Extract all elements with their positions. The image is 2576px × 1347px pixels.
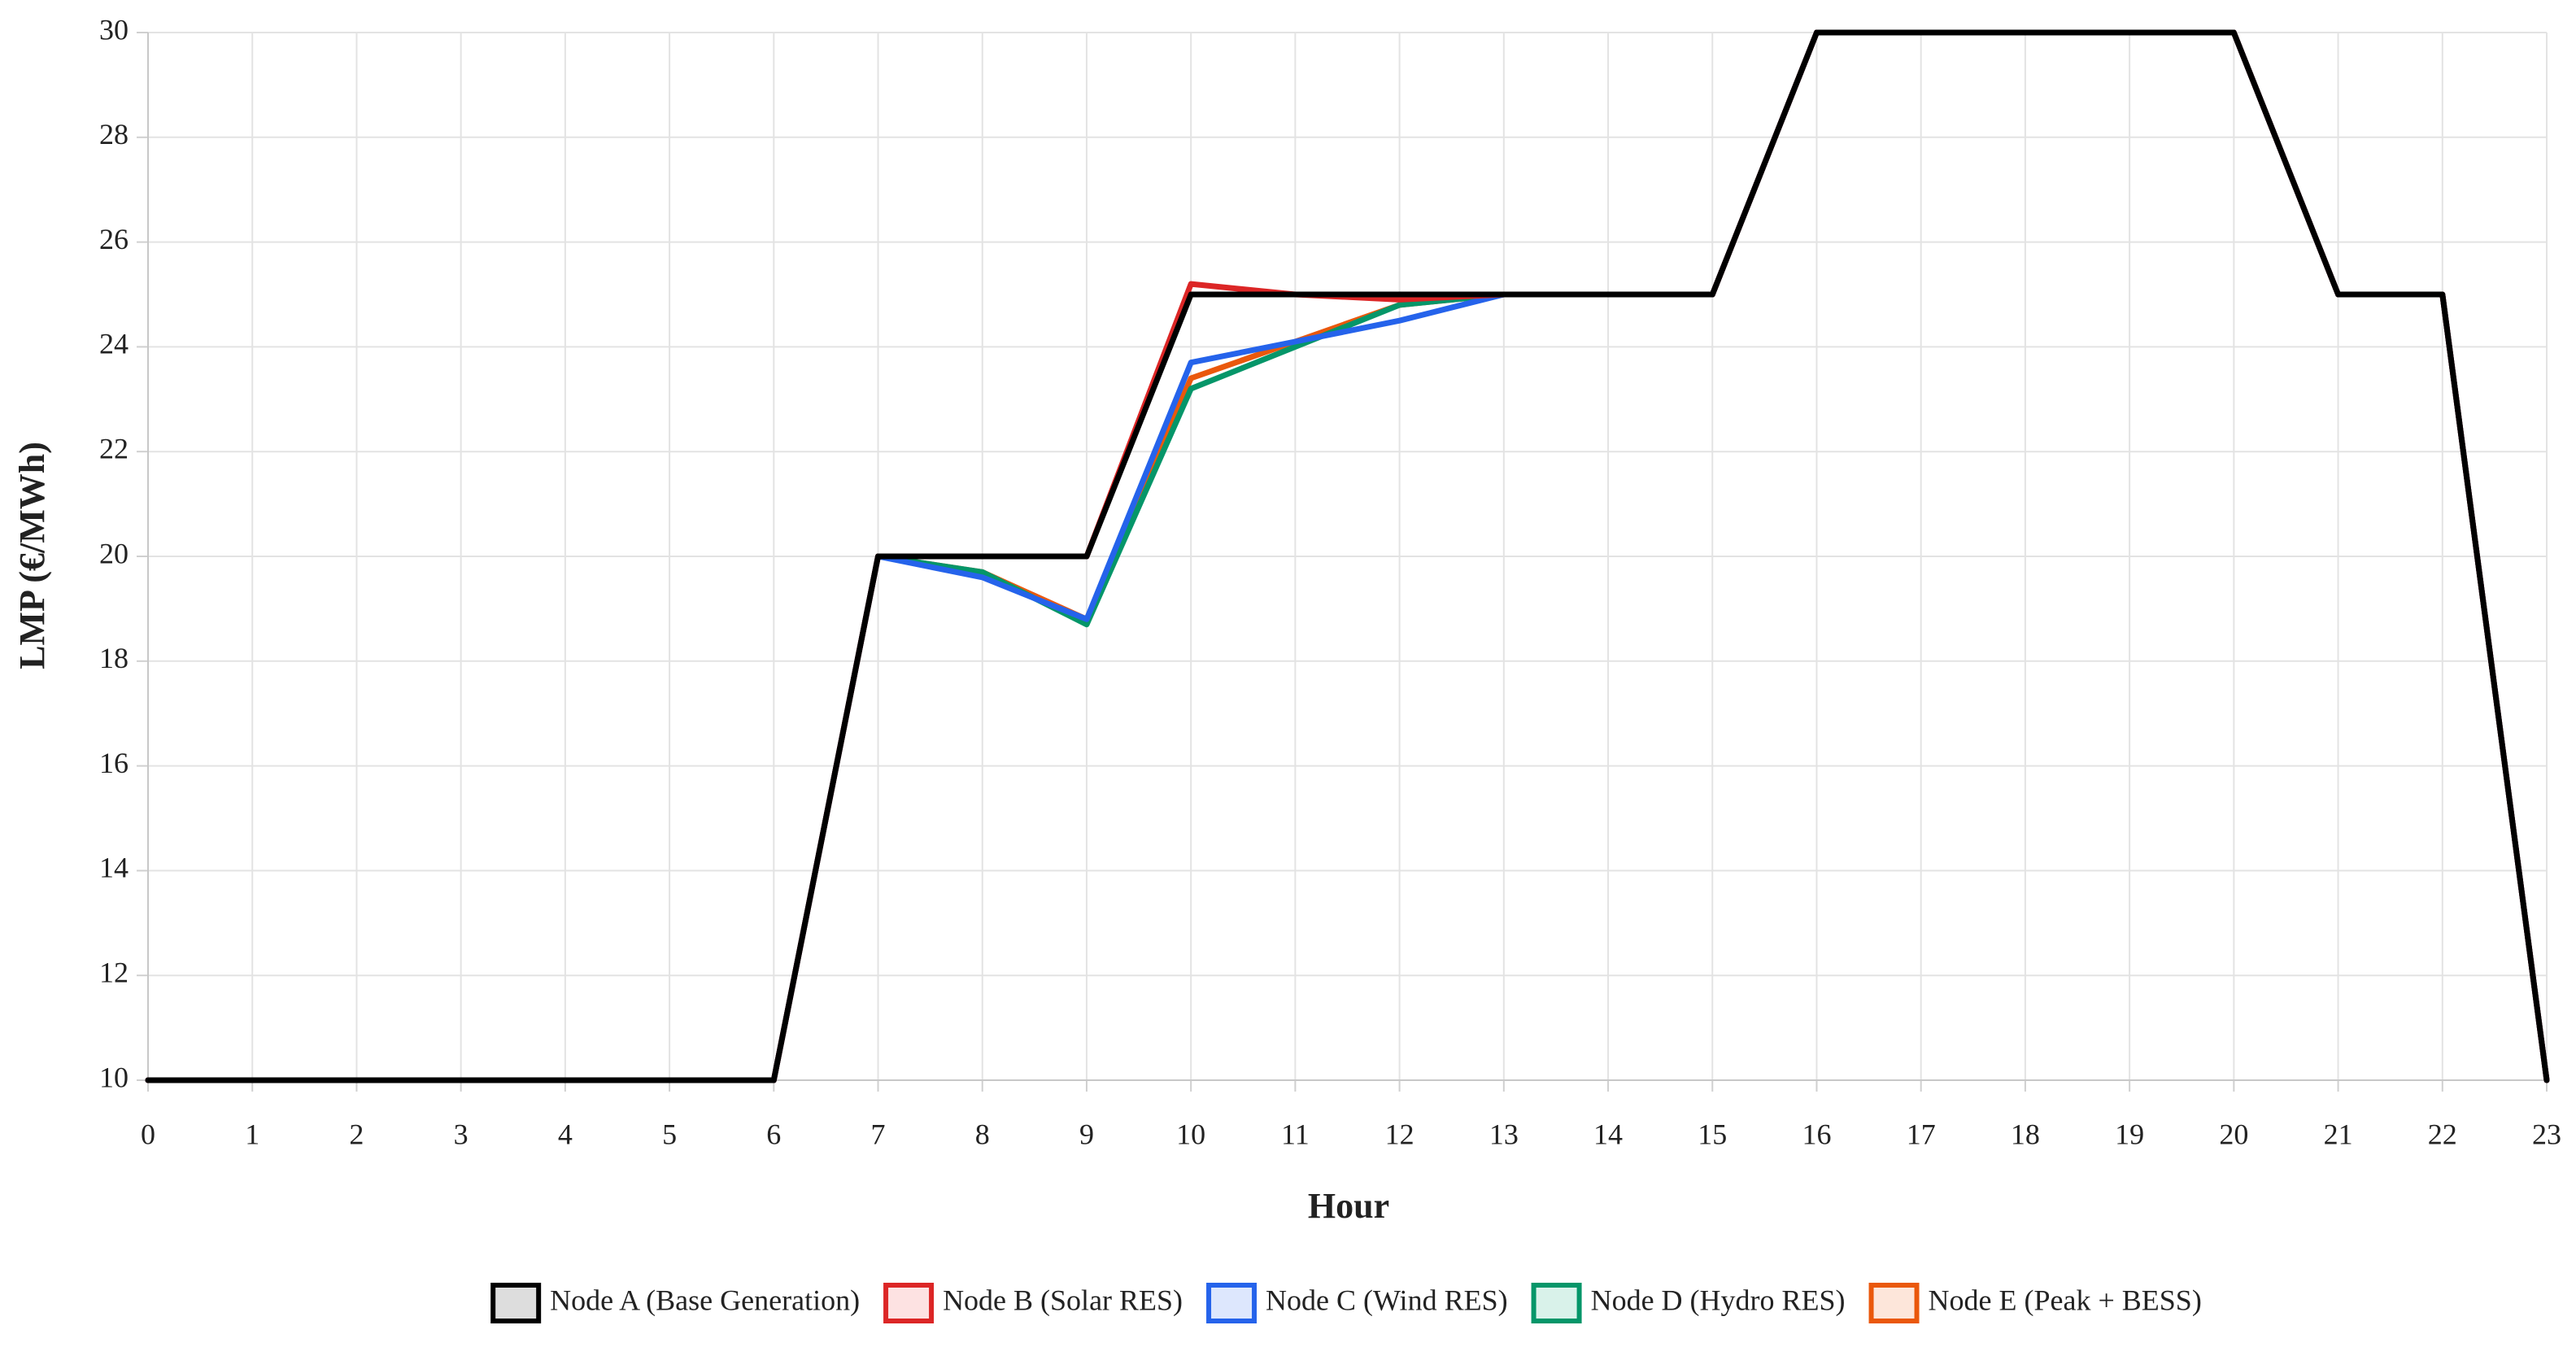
legend-label: Node A (Base Generation) <box>550 1284 860 1316</box>
x-tick-label: 5 <box>662 1118 677 1150</box>
x-tick-label: 23 <box>2532 1118 2561 1150</box>
x-tick-label: 18 <box>2011 1118 2040 1150</box>
legend-swatch <box>1868 1283 1920 1323</box>
y-tick-label: 14 <box>99 852 129 884</box>
legend-swatch <box>490 1283 542 1323</box>
x-tick-label: 21 <box>2324 1118 2353 1150</box>
y-tick-label: 24 <box>99 328 129 360</box>
x-tick-label: 11 <box>1281 1118 1310 1150</box>
legend-label: Node B (Solar RES) <box>943 1284 1183 1316</box>
x-tick-label: 8 <box>975 1118 990 1150</box>
x-tick-label: 15 <box>1698 1118 1727 1150</box>
x-tick-label: 12 <box>1385 1118 1414 1150</box>
legend-label: Node C (Wind RES) <box>1266 1284 1508 1316</box>
x-tick-label: 14 <box>1593 1118 1623 1150</box>
x-tick-label: 20 <box>2219 1118 2248 1150</box>
x-tick-label: 0 <box>141 1118 155 1150</box>
x-tick-label: 2 <box>349 1118 364 1150</box>
y-tick-label: 28 <box>99 118 129 150</box>
y-tick-label: 26 <box>99 223 129 255</box>
legend-item[interactable]: Node A (Base Generation) <box>490 1283 860 1323</box>
y-tick-label: 12 <box>99 956 129 988</box>
x-tick-label: 19 <box>2115 1118 2144 1150</box>
x-tick-label: 17 <box>1907 1118 1936 1150</box>
legend-item[interactable]: Node D (Hydro RES) <box>1531 1283 1846 1323</box>
y-axis-title: LMP (€/MWh) <box>12 442 52 669</box>
x-tick-label: 7 <box>871 1118 886 1150</box>
legend-item[interactable]: Node B (Solar RES) <box>883 1283 1183 1323</box>
x-tick-label: 4 <box>558 1118 573 1150</box>
x-tick-label: 22 <box>2428 1118 2457 1150</box>
x-tick-label: 16 <box>1802 1118 1831 1150</box>
y-tick-label: 18 <box>99 642 129 674</box>
y-tick-label: 16 <box>99 747 129 779</box>
x-tick-label: 10 <box>1176 1118 1205 1150</box>
x-tick-label: 13 <box>1489 1118 1519 1150</box>
x-tick-label: 6 <box>766 1118 781 1150</box>
y-tick-label: 10 <box>99 1061 129 1093</box>
legend: Node A (Base Generation) Node B (Solar RE… <box>490 1283 2202 1323</box>
x-tick-label: 9 <box>1079 1118 1094 1150</box>
y-tick-label: 20 <box>99 537 129 569</box>
y-tick-label: 30 <box>99 13 129 46</box>
y-tick-label: 22 <box>99 432 129 464</box>
x-axis-title: Hour <box>1308 1186 1389 1226</box>
legend-label: Node E (Peak + BESS) <box>1929 1284 2202 1316</box>
legend-swatch <box>1206 1283 1257 1323</box>
series-line <box>145 29 2550 1083</box>
x-tick-label: 1 <box>245 1118 259 1150</box>
legend-label: Node D (Hydro RES) <box>1591 1284 1846 1316</box>
legend-item[interactable]: Node C (Wind RES) <box>1206 1283 1508 1323</box>
legend-item[interactable]: Node E (Peak + BESS) <box>1868 1283 2202 1323</box>
legend-swatch <box>1531 1283 1582 1323</box>
legend-swatch <box>883 1283 935 1323</box>
x-tick-label: 3 <box>454 1118 469 1150</box>
